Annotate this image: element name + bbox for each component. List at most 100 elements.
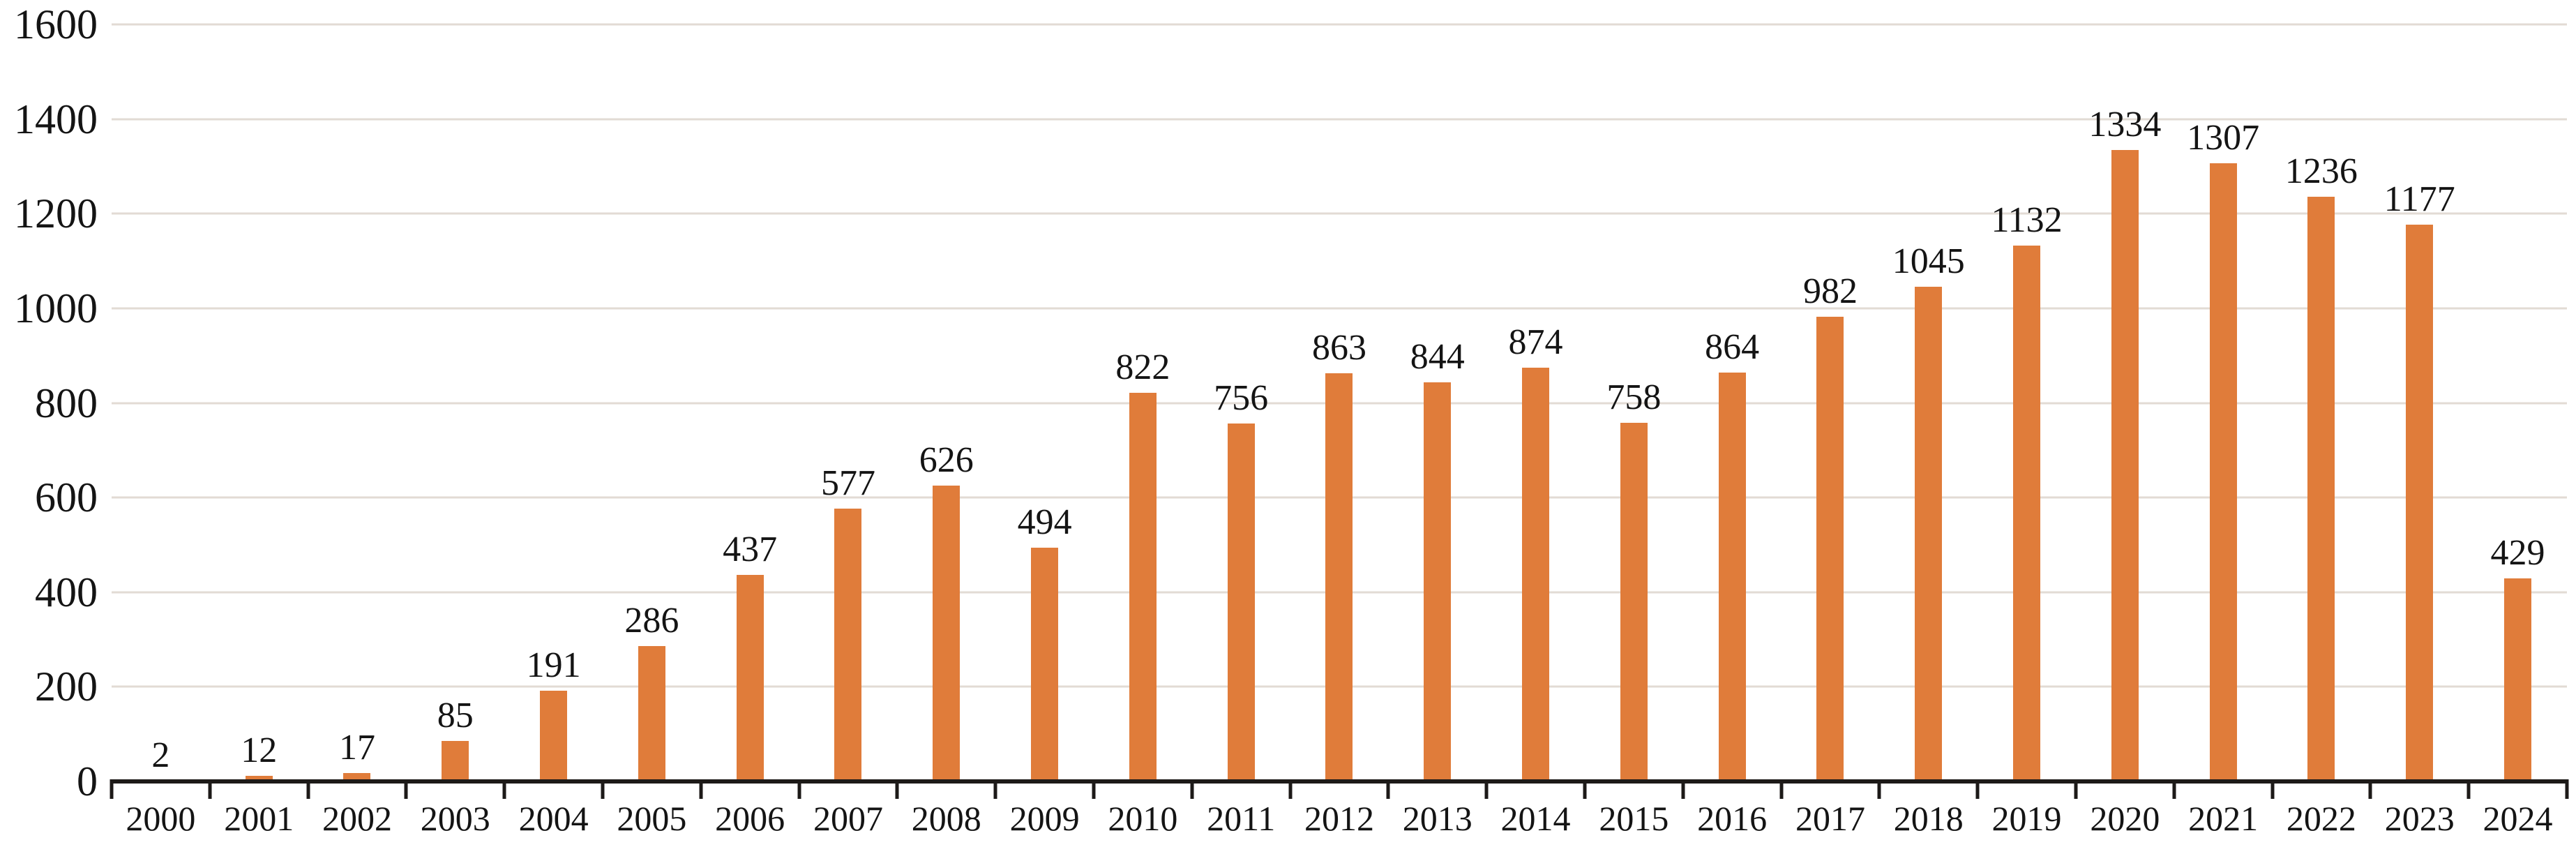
y-axis-tick-label: 400 — [35, 569, 98, 615]
bar-value-label: 2 — [151, 735, 170, 775]
bar-slot: 758 — [1585, 24, 1683, 781]
bar-slot: 191 — [504, 24, 603, 781]
bar-value-label: 982 — [1802, 271, 1858, 312]
x-axis-tick-label: 2022 — [2286, 799, 2356, 838]
bar-slot: 85 — [406, 24, 504, 781]
bar-value-label: 1236 — [2284, 151, 2358, 191]
bar — [1325, 373, 1353, 781]
bar — [638, 646, 665, 781]
y-axis-tick-label: 1600 — [14, 1, 98, 47]
bar-value-label: 577 — [820, 463, 875, 503]
bar — [1031, 548, 1059, 781]
x-axis-tick — [2074, 779, 2078, 799]
bar-value-label: 286 — [624, 601, 679, 641]
x-axis-line — [112, 779, 2567, 784]
bars-layer: 2 12 17 85 191 286 437 577 626 494 822 756 863 844 874… — [112, 24, 2567, 781]
x-axis-tick — [1190, 779, 1194, 799]
x-axis-tick — [1975, 779, 1980, 799]
x-axis-tick — [895, 779, 899, 799]
x-axis-tick — [1386, 779, 1390, 799]
bar — [1816, 317, 1844, 781]
x-axis-tick — [306, 779, 310, 799]
gridline — [112, 212, 2567, 215]
bar — [736, 574, 764, 781]
x-axis-tick — [2172, 779, 2176, 799]
bar — [1522, 368, 1550, 781]
bar-slot: 437 — [701, 24, 799, 781]
y-axis-tick-label: 0 — [77, 758, 98, 804]
x-axis-tick-label: 2019 — [1991, 799, 2062, 838]
x-axis-tick — [2565, 779, 2569, 799]
y-axis-tick-label: 1200 — [14, 190, 98, 237]
bar-slot: 1307 — [2174, 24, 2273, 781]
bar-slot: 1177 — [2370, 24, 2469, 781]
bar-slot: 286 — [603, 24, 701, 781]
bar — [2406, 224, 2434, 781]
bar — [1129, 392, 1157, 781]
bar — [343, 773, 371, 781]
bar — [442, 741, 469, 781]
x-axis-tick-label: 2016 — [1697, 799, 1768, 838]
bar-value-label: 1307 — [2187, 117, 2260, 158]
bar-value-label: 494 — [1017, 502, 1072, 543]
bar — [2209, 163, 2237, 781]
x-axis-tick — [1583, 779, 1587, 799]
y-axis: 0 200 400 600 800 1000 1200 1400 1600 — [0, 3, 103, 802]
x-axis-tick-label: 2018 — [1893, 799, 1964, 838]
bar-value-label: 85 — [437, 696, 474, 736]
bar-value-label: 844 — [1410, 336, 1465, 377]
bar-slot: 494 — [995, 24, 1094, 781]
x-axis-tick — [1288, 779, 1293, 799]
bar — [834, 508, 862, 781]
bar-slot: 844 — [1388, 24, 1486, 781]
bar — [245, 775, 273, 781]
x-axis-tick-label: 2008 — [911, 799, 981, 838]
bar-slot: 864 — [1683, 24, 1782, 781]
x-axis-tick-label: 2000 — [126, 799, 196, 838]
bar-slot: 1132 — [1978, 24, 2076, 781]
x-axis-tick-label: 2005 — [617, 799, 687, 838]
x-axis-tick — [993, 779, 997, 799]
y-axis-tick-label: 1400 — [14, 96, 98, 142]
bar-slot: 822 — [1094, 24, 1192, 781]
bar-value-label: 1177 — [2383, 179, 2455, 219]
bar-slot: 429 — [2469, 24, 2567, 781]
x-axis-ticks — [110, 779, 2569, 799]
bar — [1718, 373, 1746, 781]
bar-value-label: 863 — [1311, 327, 1366, 368]
bar-slot: 1045 — [1879, 24, 1978, 781]
y-axis-tick-label: 1000 — [14, 285, 98, 331]
bar-value-label: 626 — [919, 440, 974, 480]
x-axis-tick — [1681, 779, 1685, 799]
bar-slot: 982 — [1782, 24, 1880, 781]
bar — [2504, 578, 2532, 781]
x-axis-tick-label: 2020 — [2090, 799, 2160, 838]
x-axis-tick-label: 2009 — [1009, 799, 1080, 838]
x-axis-labels: 2000 2001 2002 2003 2004 2005 2006 2007 2008 2009… — [112, 800, 2567, 838]
bar-value-label: 1132 — [1991, 200, 2063, 241]
x-axis-tick-label: 2001 — [224, 799, 294, 838]
x-axis-tick-label: 2014 — [1500, 799, 1571, 838]
x-axis-tick-label: 2012 — [1304, 799, 1374, 838]
x-axis-tick — [797, 779, 801, 799]
bar-value-label: 437 — [723, 529, 778, 569]
x-axis-tick-label: 2003 — [420, 799, 490, 838]
bar-value-label: 874 — [1508, 322, 1563, 363]
bar-slot: 577 — [799, 24, 898, 781]
x-axis-tick — [1092, 779, 1096, 799]
bar — [1620, 422, 1648, 781]
x-axis-tick-label: 2015 — [1599, 799, 1669, 838]
bar-slot: 1334 — [2076, 24, 2174, 781]
x-axis-tick-label: 2004 — [518, 799, 589, 838]
bar — [2013, 246, 2041, 781]
x-axis-tick — [1779, 779, 1784, 799]
bar-slot: 756 — [1192, 24, 1290, 781]
bar-slot: 2 — [112, 24, 210, 781]
x-axis-tick — [2368, 779, 2372, 799]
bar — [933, 485, 961, 781]
x-axis-tick — [404, 779, 408, 799]
bar-value-label: 864 — [1705, 327, 1760, 368]
x-axis-tick — [502, 779, 506, 799]
bar-value-label: 17 — [338, 728, 375, 768]
